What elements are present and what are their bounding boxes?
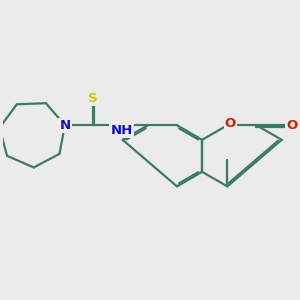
Text: N: N	[59, 119, 70, 132]
Text: NH: NH	[110, 124, 133, 137]
Text: O: O	[286, 119, 298, 132]
Text: O: O	[225, 117, 236, 130]
Text: S: S	[88, 92, 97, 105]
